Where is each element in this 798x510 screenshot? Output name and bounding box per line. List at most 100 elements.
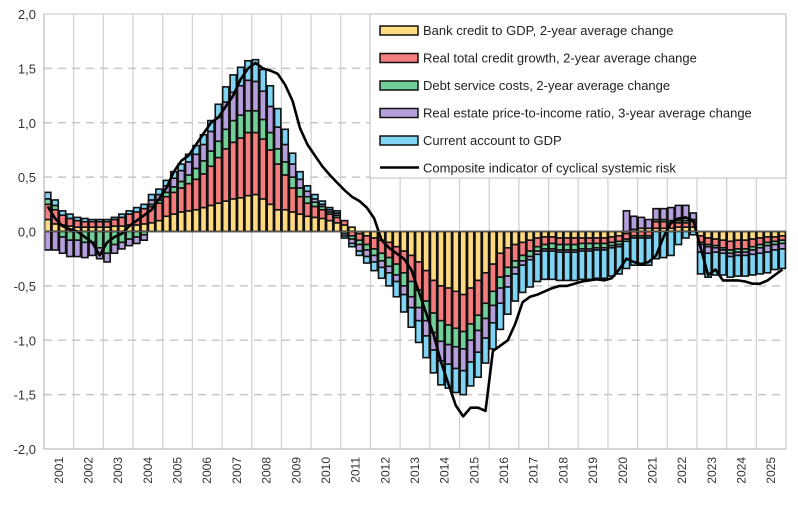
bar-segment-s2-q71 xyxy=(570,243,579,251)
bar-segment-s1-q9 xyxy=(110,218,119,227)
bar-segment-s4-q50 xyxy=(414,319,423,344)
x-tick-label: 2014 xyxy=(438,457,452,484)
bar-segment-s4-q97 xyxy=(763,251,772,274)
bar-segment-s4-q5 xyxy=(80,217,89,223)
bar-segment-s2-q27 xyxy=(244,109,252,134)
bar-segment-s3-q12 xyxy=(132,236,141,245)
bar-segment-s1-q24 xyxy=(221,148,230,202)
bar-segment-s0-q93 xyxy=(733,230,742,241)
bar-segment-s1-q20 xyxy=(192,178,201,211)
bar-segment-s0-q62 xyxy=(503,230,512,249)
bar-segment-s4-q44 xyxy=(370,261,379,272)
bar-segment-s0-q39 xyxy=(333,222,342,233)
bar-segment-s1-q83 xyxy=(659,220,668,230)
bar-segment-s0-q91 xyxy=(719,230,727,241)
bar-segment-s0-q98 xyxy=(770,230,779,238)
bar-segment-s1-q43 xyxy=(362,235,371,246)
bar-segment-s4-q8 xyxy=(103,218,111,223)
bar-segment-s0-q75 xyxy=(600,230,609,239)
bar-segment-s4-q51 xyxy=(422,335,431,359)
bar-segment-s3-q33 xyxy=(288,163,297,178)
x-tick-label: 2010 xyxy=(319,457,333,484)
bar-segment-s2-q31 xyxy=(273,148,282,165)
bar-segment-s4-q40 xyxy=(340,235,349,239)
bar-segment-s3-q18 xyxy=(177,169,186,183)
bar-segment-s4-q7 xyxy=(95,218,104,223)
bar-segment-s1-q25 xyxy=(229,141,238,200)
bar-segment-s4-q46 xyxy=(385,272,393,287)
bar-segment-s0-q68 xyxy=(548,230,557,238)
bar-segment-s2-q21 xyxy=(199,160,208,175)
bar-segment-s1-q5 xyxy=(80,220,89,228)
bar-segment-s2-q2 xyxy=(58,230,67,238)
bar-segment-s0-q60 xyxy=(488,230,497,265)
bar-segment-s0-q30 xyxy=(266,203,275,233)
bar-segment-s2-q43 xyxy=(362,243,371,251)
bar-segment-s4-q32 xyxy=(281,128,290,146)
bar-segment-s1-q8 xyxy=(103,220,111,228)
bar-segment-s1-q35 xyxy=(303,202,312,218)
bar-segment-s0-q24 xyxy=(221,200,230,233)
bar-segment-s4-q96 xyxy=(756,252,764,275)
bar-segment-s1-q23 xyxy=(214,156,223,205)
bar-segment-s4-q64 xyxy=(518,264,527,294)
bar-segment-s0-q76 xyxy=(607,230,616,238)
legend-label: Real total credit growth, 2-year average… xyxy=(423,51,697,66)
bar-segment-s0-q17 xyxy=(169,213,178,233)
bar-segment-s4-q10 xyxy=(118,213,126,219)
bar-segment-s4-q39 xyxy=(333,210,342,214)
bar-segment-s4-q0 xyxy=(43,191,52,200)
bar-segment-s4-q68 xyxy=(548,250,557,281)
bar-segment-s2-q68 xyxy=(548,242,557,250)
bar-segment-s4-q41 xyxy=(348,242,356,248)
bar-segment-s3-q43 xyxy=(362,249,371,258)
bar-segment-s4-q59 xyxy=(481,337,490,364)
y-tick-label: -2,0 xyxy=(14,442,36,457)
x-tick-label: 2005 xyxy=(171,457,185,484)
bar-segment-s3-q46 xyxy=(385,265,393,274)
bar-segment-s3-q78 xyxy=(622,210,631,233)
bar-segment-s1-q33 xyxy=(288,187,297,213)
bar-segment-s4-q91 xyxy=(719,252,727,276)
bar-segment-s3-q11 xyxy=(125,238,134,247)
legend-label: Composite indicator of cyclical systemic… xyxy=(423,161,676,176)
bar-segment-s0-q19 xyxy=(184,210,193,233)
bar-segment-s0-q58 xyxy=(474,230,482,282)
bar-segment-s4-q74 xyxy=(592,249,601,280)
bar-segment-s3-q34 xyxy=(296,178,304,189)
bar-segment-s1-q61 xyxy=(496,252,505,278)
bar-segment-s4-q11 xyxy=(125,210,134,215)
bar-segment-s4-q9 xyxy=(110,216,119,221)
x-tick-label: 2013 xyxy=(408,457,422,484)
bar-segment-s4-q60 xyxy=(488,322,497,350)
bar-segment-s4-q94 xyxy=(741,254,750,277)
x-tick-label: 2023 xyxy=(705,457,719,484)
bar-segment-s1-q66 xyxy=(533,237,542,248)
bar-segment-s1-q4 xyxy=(73,219,82,228)
bar-segment-s4-q75 xyxy=(600,249,609,280)
bar-segment-s0-q72 xyxy=(578,230,586,239)
bar-segment-s4-q29 xyxy=(258,68,267,93)
legend: Bank credit to GDP, 2-year average chang… xyxy=(369,13,787,179)
bar-segment-s4-q69 xyxy=(555,251,564,282)
bar-segment-s1-q68 xyxy=(548,236,557,245)
bar-segment-s2-q46 xyxy=(385,256,393,268)
bar-segment-s3-q98 xyxy=(770,243,779,251)
bar-segment-s1-q82 xyxy=(652,220,661,230)
bar-segment-s3-q58 xyxy=(474,329,482,354)
bar-segment-s2-q61 xyxy=(496,276,505,289)
y-tick-label: 0,0 xyxy=(18,225,36,240)
legend-swatch xyxy=(379,135,419,146)
legend-label: Debt service costs, 2-year average chang… xyxy=(423,78,670,93)
bar-segment-s4-q70 xyxy=(563,251,572,282)
bar-segment-s1-q40 xyxy=(340,219,349,226)
x-tick-label: 2006 xyxy=(200,457,214,484)
bar-segment-s4-q84 xyxy=(667,230,675,257)
bar-segment-s4-q37 xyxy=(318,200,327,206)
legend-label: Bank credit to GDP, 2-year average chang… xyxy=(423,23,674,38)
bar-segment-s3-q82 xyxy=(652,207,661,221)
composite-indicator-line xyxy=(46,61,784,418)
legend-box xyxy=(369,13,787,179)
bar-segment-s1-q64 xyxy=(518,241,527,257)
